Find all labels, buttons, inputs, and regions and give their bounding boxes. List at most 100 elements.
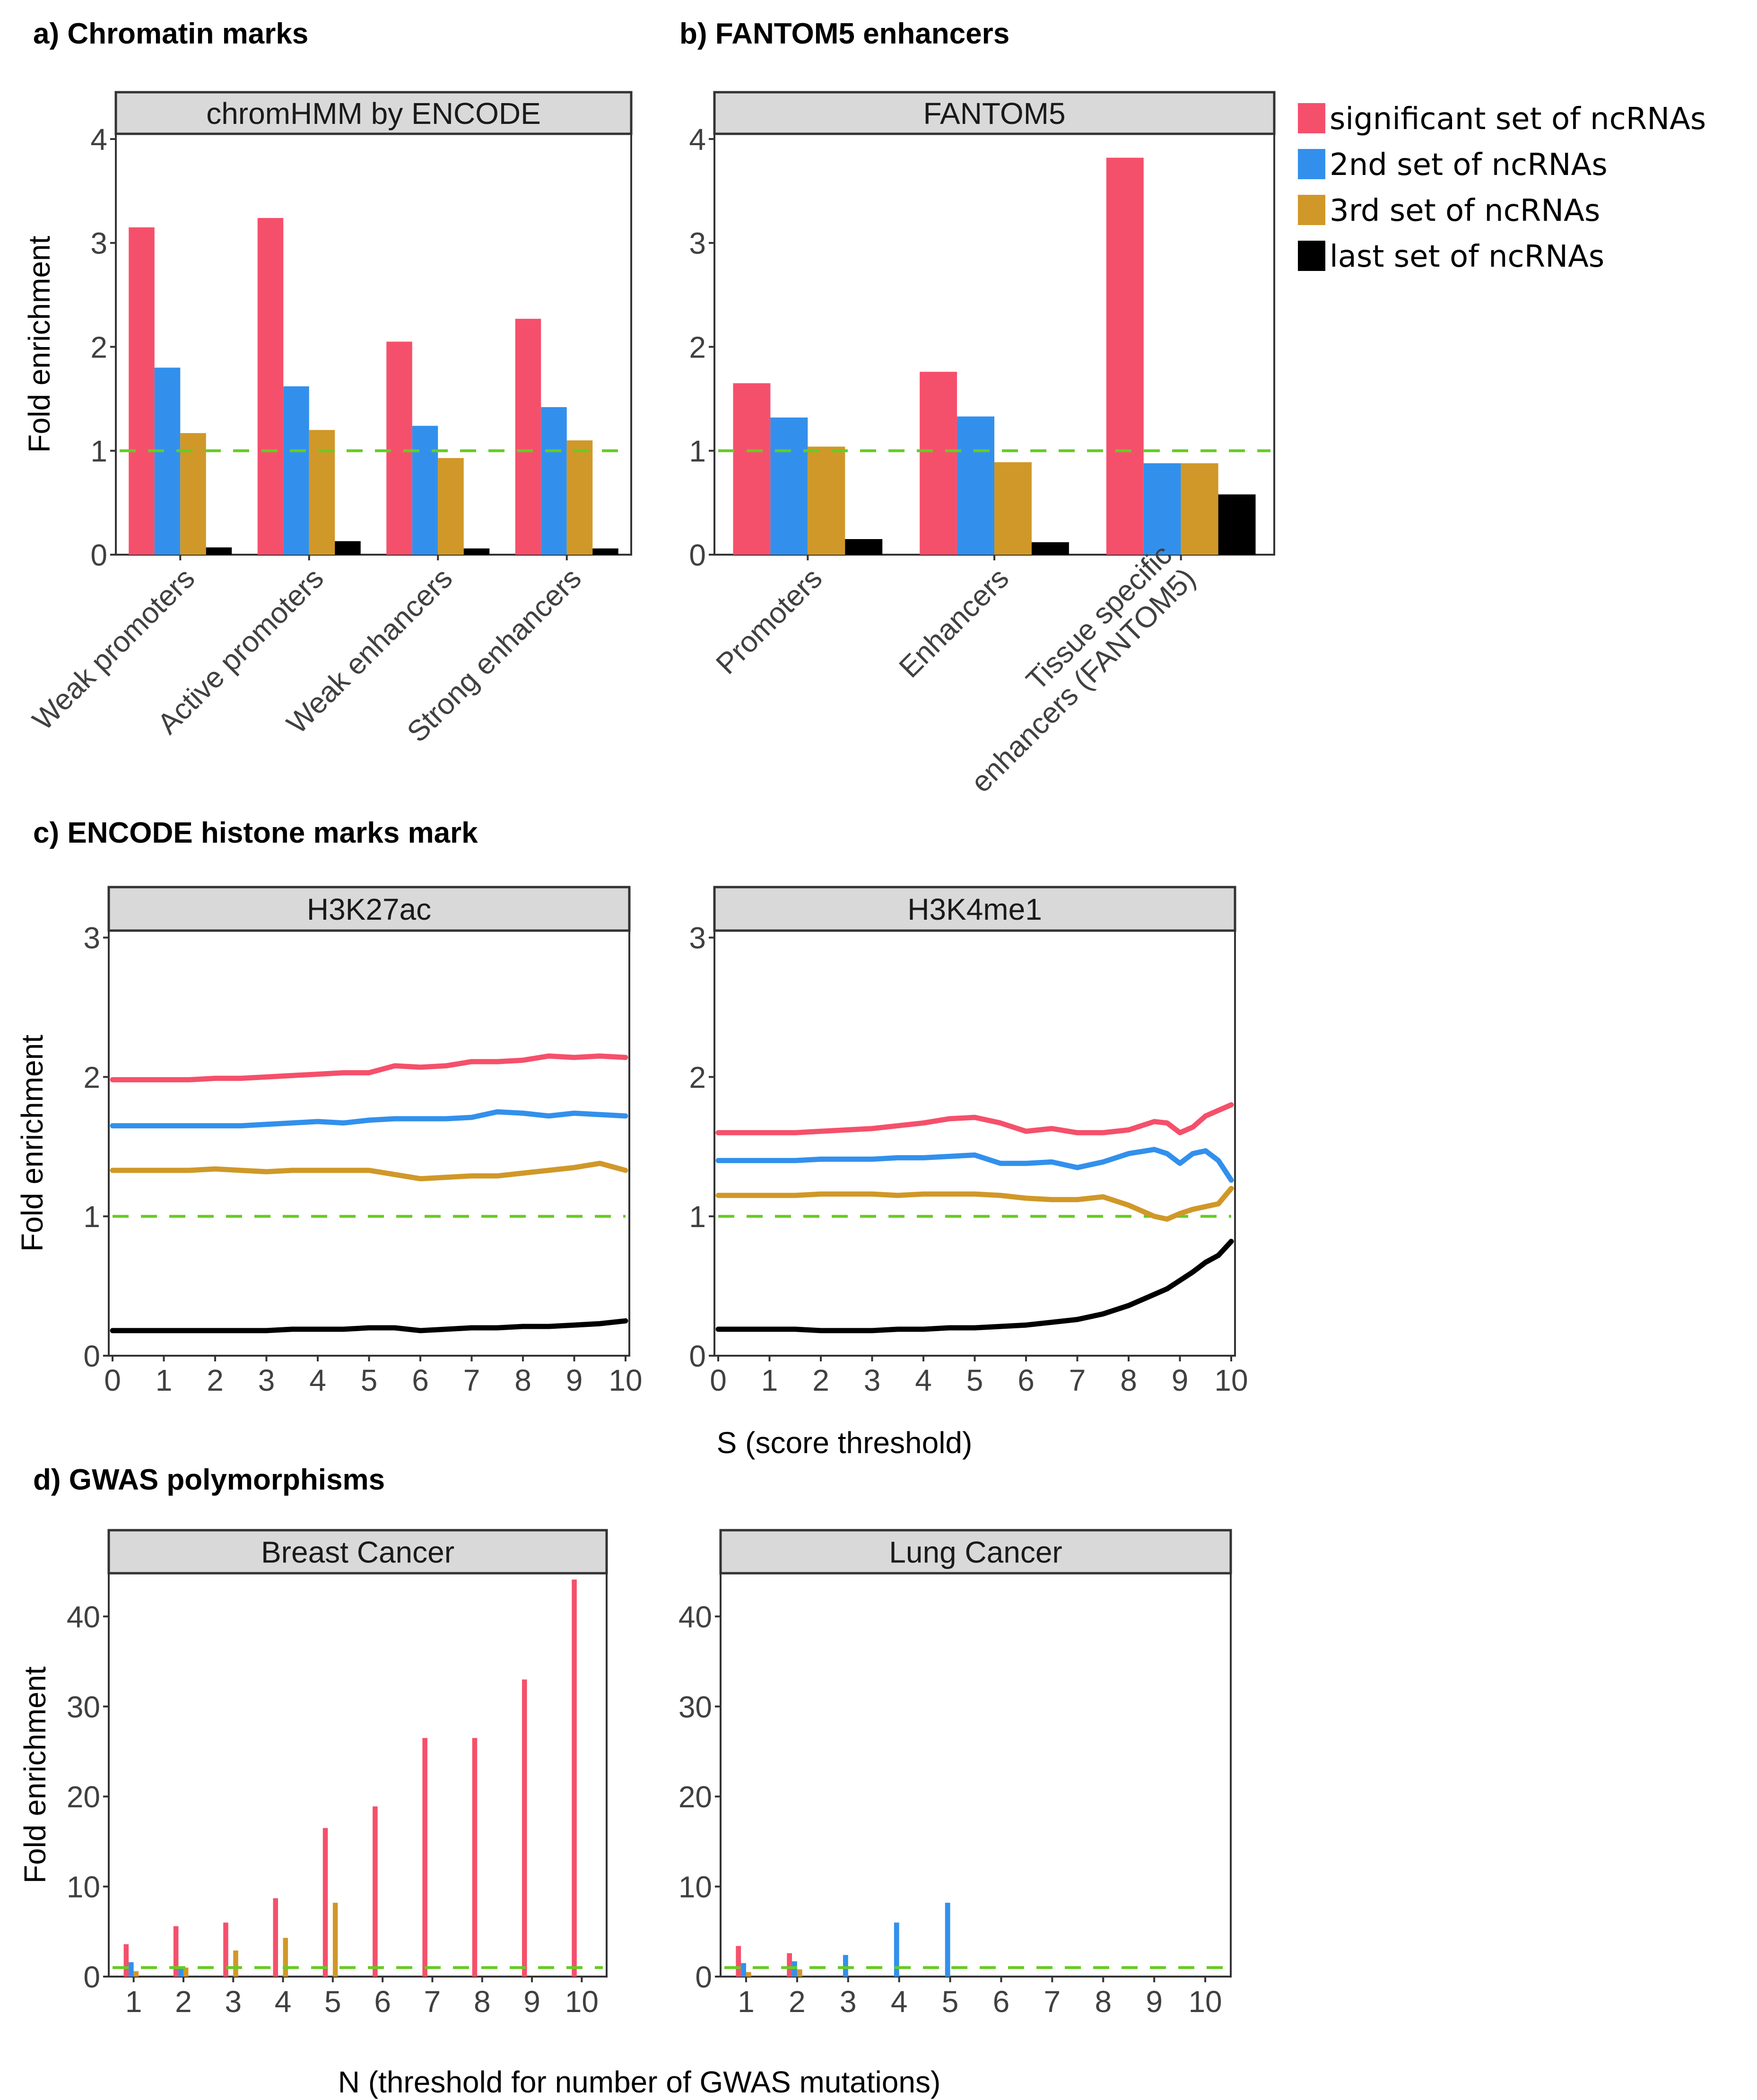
x-tick-label: 8 bbox=[474, 1985, 491, 2019]
bar-2-1 bbox=[741, 1963, 746, 1977]
bar-1-2 bbox=[257, 218, 284, 555]
line-series-4 bbox=[715, 1238, 1234, 1333]
legend-swatch-4 bbox=[1298, 241, 1325, 271]
legend-label-1: significant set of ncRNAs bbox=[1330, 102, 1706, 137]
x-tick-label: 8 bbox=[1120, 1363, 1137, 1397]
bar-1-4 bbox=[273, 1898, 278, 1977]
x-tick-label: 10 bbox=[609, 1363, 642, 1397]
x-tick-label: 2 bbox=[812, 1363, 829, 1397]
panel-border bbox=[108, 1572, 608, 1978]
y-tick-label: 30 bbox=[67, 1690, 100, 1724]
bar-2-5 bbox=[945, 1902, 950, 1977]
legend-label-3: 3rd set of ncRNAs bbox=[1330, 193, 1600, 228]
y-tick-label: 1 bbox=[689, 1200, 706, 1234]
x-tick-label: 7 bbox=[463, 1363, 480, 1397]
facet-strip bbox=[114, 91, 633, 135]
y-axis-title: Fold enrichment bbox=[22, 235, 56, 453]
bar-1-2 bbox=[787, 1953, 792, 1977]
x-tick-label: 2 bbox=[789, 1985, 806, 2019]
x-tick-label: 1 bbox=[738, 1985, 755, 2019]
bar-3-1 bbox=[180, 433, 206, 555]
x-tick-label: 6 bbox=[374, 1985, 391, 2019]
d-x-axis-title: N (threshold for number of GWAS mutation… bbox=[338, 2065, 941, 2099]
bar-3-3 bbox=[233, 1950, 238, 1977]
x-tick-label: 2 bbox=[207, 1363, 224, 1397]
bar-4-3 bbox=[463, 548, 490, 555]
x-tick-label: 3 bbox=[258, 1363, 275, 1397]
legend-swatch-3 bbox=[1298, 195, 1325, 225]
panel-d-lung-cancer-chart: Lung Cancer 0 10 20 30 40 1 2 3 4 5 6 7 8 9 10 bbox=[678, 1529, 1232, 2019]
facet-strip bbox=[107, 886, 631, 932]
y-tick-label: 10 bbox=[678, 1870, 712, 1904]
bar-1-3 bbox=[223, 1922, 228, 1977]
bar-1-3 bbox=[386, 341, 412, 555]
x-tick-label: 6 bbox=[993, 1985, 1010, 2019]
x-tick-label: 3 bbox=[864, 1363, 881, 1397]
facet-strip-label: H3K27ac bbox=[307, 892, 431, 926]
bar-4-1 bbox=[845, 539, 883, 555]
x-tick-label: 0 bbox=[104, 1363, 121, 1397]
bar-2-2 bbox=[957, 416, 994, 555]
panel-b-title: b) FANTOM5 enhancers bbox=[679, 17, 1009, 50]
bar-2-1 bbox=[770, 417, 808, 555]
facet-strip-label: chromHMM by ENCODE bbox=[206, 96, 541, 131]
panel-a-title: a) Chromatin marks bbox=[33, 17, 308, 50]
panel-c-title: c) ENCODE histone marks mark bbox=[33, 817, 478, 849]
x-tick-label: 2 bbox=[175, 1985, 192, 2019]
y-tick-label: 20 bbox=[678, 1780, 712, 1814]
bar-1-3 bbox=[1106, 157, 1144, 555]
y-tick-label: 1 bbox=[689, 434, 706, 468]
x-tick-label: 1 bbox=[156, 1363, 173, 1397]
legend-swatch-1 bbox=[1298, 103, 1325, 133]
bar-3-1 bbox=[808, 446, 845, 555]
bar-1-1 bbox=[123, 1944, 129, 1977]
x-tick-label: 5 bbox=[942, 1985, 959, 2019]
y-tick-label: 2 bbox=[90, 330, 107, 364]
facet-strip bbox=[713, 91, 1276, 135]
bar-3-1 bbox=[133, 1971, 139, 1977]
y-tick-label: 0 bbox=[83, 1960, 100, 1994]
bar-1-2 bbox=[920, 372, 957, 555]
bar-1-1 bbox=[129, 227, 155, 555]
x-tick-label: 10 bbox=[1188, 1985, 1222, 2019]
bar-3-2 bbox=[309, 430, 335, 555]
legend-swatch-2 bbox=[1298, 149, 1325, 179]
y-tick-label: 3 bbox=[90, 227, 107, 261]
x-category-label-line: Promoters bbox=[710, 562, 828, 680]
bar-1-1 bbox=[733, 383, 771, 555]
bar-3-2 bbox=[994, 462, 1032, 555]
facet-strip-label: FANTOM5 bbox=[923, 96, 1065, 131]
y-tick-label: 1 bbox=[83, 1200, 100, 1234]
bar-3-2 bbox=[183, 1967, 189, 1977]
bar-4-3 bbox=[1218, 494, 1256, 555]
bar-3-2 bbox=[797, 1969, 802, 1977]
y-tick-label: 4 bbox=[90, 122, 107, 157]
line-series-2 bbox=[715, 1147, 1234, 1183]
x-tick-label: 4 bbox=[915, 1363, 932, 1397]
y-tick-label: 10 bbox=[67, 1870, 100, 1904]
facet-strip-label: Breast Cancer bbox=[261, 1535, 454, 1569]
bar-4-2 bbox=[1031, 542, 1069, 555]
bar-1-8 bbox=[472, 1738, 478, 1977]
bar-2-4 bbox=[894, 1922, 899, 1977]
y-tick-label: 3 bbox=[689, 921, 706, 955]
x-tick-label: 0 bbox=[710, 1363, 727, 1397]
panel-border bbox=[720, 1572, 1232, 1978]
bar-3-4 bbox=[566, 440, 593, 555]
line-series-1 bbox=[110, 1053, 628, 1082]
x-tick-label: 7 bbox=[1069, 1363, 1086, 1397]
x-tick-label: 5 bbox=[324, 1985, 341, 2019]
x-tick-label: 6 bbox=[1018, 1363, 1035, 1397]
bar-3-3 bbox=[438, 458, 464, 555]
bar-1-6 bbox=[373, 1806, 378, 1977]
y-tick-label: 2 bbox=[689, 1060, 706, 1094]
x-tick-label: 9 bbox=[1146, 1985, 1163, 2019]
bar-1-5 bbox=[322, 1828, 328, 1977]
x-tick-label: 4 bbox=[275, 1985, 292, 2019]
y-axis-title: Fold enrichment bbox=[15, 1035, 49, 1252]
x-tick-label: 7 bbox=[424, 1985, 441, 2019]
